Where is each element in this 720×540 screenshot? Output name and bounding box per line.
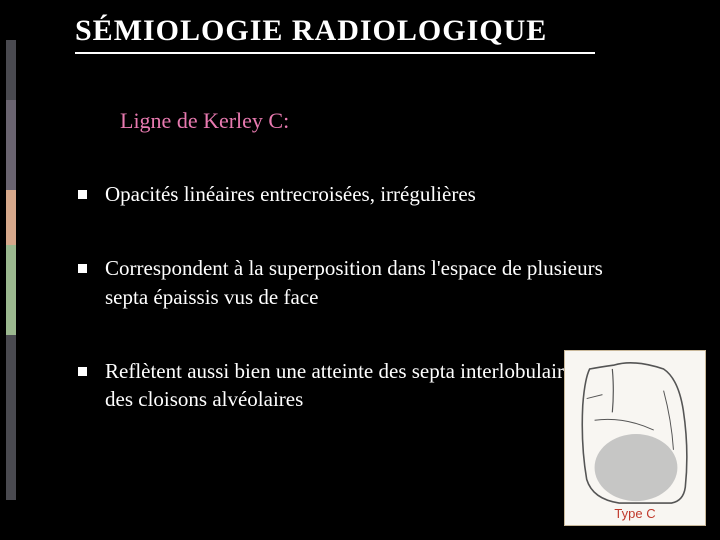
page-subtitle: Ligne de Kerley C: (120, 108, 289, 134)
list-item-text: Reflètent aussi bien une atteinte des se… (105, 357, 638, 414)
bullet-marker-icon (78, 367, 87, 376)
accent-segment (6, 190, 16, 245)
bullet-marker-icon (78, 264, 87, 273)
list-item-text: Opacités linéaires entrecroisées, irrégu… (105, 180, 638, 208)
bullet-marker-icon (78, 190, 87, 199)
accent-segment (6, 245, 16, 335)
figure-caption: Type C (565, 506, 705, 521)
accent-segment (6, 100, 16, 190)
list-item: Correspondent à la superposition dans l'… (78, 254, 638, 311)
accent-segment (6, 40, 16, 100)
lung-diagram-figure: Type C (564, 350, 706, 526)
bullet-list: Opacités linéaires entrecroisées, irrégu… (78, 180, 638, 460)
list-item: Opacités linéaires entrecroisées, irrégu… (78, 180, 638, 208)
list-item: Reflètent aussi bien une atteinte des se… (78, 357, 638, 414)
accent-segment (6, 335, 16, 500)
page-title: SÉMIOLOGIE RADIOLOGIQUE (75, 14, 547, 48)
side-accent-bar (6, 40, 16, 500)
title-underline (75, 52, 595, 54)
lung-diagram-icon (565, 351, 705, 525)
list-item-text: Correspondent à la superposition dans l'… (105, 254, 638, 311)
